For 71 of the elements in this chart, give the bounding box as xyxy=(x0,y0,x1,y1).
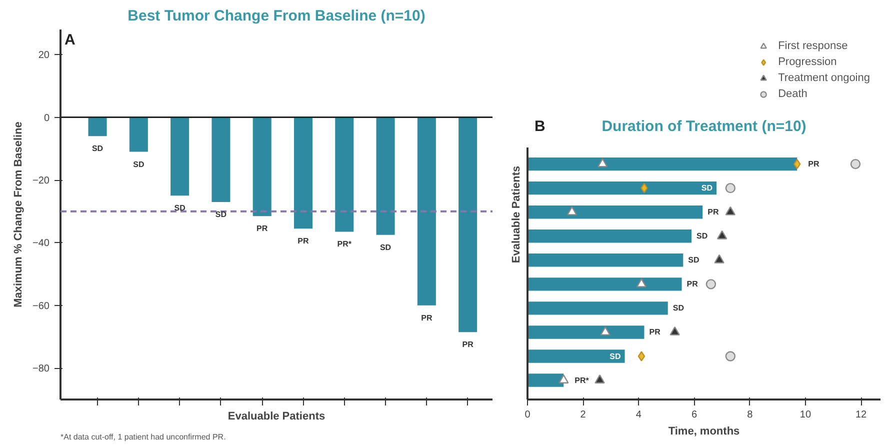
data-label: PR* xyxy=(337,240,352,249)
data-label: PR xyxy=(686,280,698,289)
bar xyxy=(528,302,668,315)
data-label: PR xyxy=(808,160,820,169)
bar xyxy=(528,254,684,267)
chart-title: Duration of Treatment (n=10) xyxy=(602,118,806,136)
text: *At data cut-off, 1 patient had unconfirmed PR. xyxy=(60,432,226,442)
point xyxy=(725,351,736,362)
x-axis-title: Evaluable Patients xyxy=(228,410,326,422)
data-label: SD xyxy=(133,160,144,169)
annotation: A xyxy=(64,32,76,48)
point xyxy=(600,326,610,336)
data-label: PR xyxy=(708,208,719,217)
legend-label: Progression xyxy=(778,56,837,68)
legend-label: Treatment ongoing xyxy=(778,72,870,84)
point xyxy=(597,158,608,168)
bar xyxy=(528,230,692,243)
bar xyxy=(528,326,644,339)
point xyxy=(670,326,680,336)
x-tick-label: 0 xyxy=(524,410,531,420)
x-tick-label: 12 xyxy=(855,410,868,420)
x-axis-title: Time, months xyxy=(668,426,740,438)
data-label: PR xyxy=(256,224,268,234)
chart-title: Best Tumor Change From Baseline (n=10) xyxy=(128,8,426,24)
point xyxy=(636,278,647,288)
data-label: SD xyxy=(174,204,186,213)
bar xyxy=(528,374,564,387)
point xyxy=(558,374,569,384)
data-label: SD xyxy=(672,304,684,313)
bar xyxy=(528,350,625,363)
bar xyxy=(528,181,717,195)
point xyxy=(850,158,861,170)
text: B xyxy=(534,118,546,136)
point xyxy=(594,374,605,384)
data-label: PR xyxy=(462,340,474,350)
bar xyxy=(528,278,682,291)
data-label: SD xyxy=(701,184,713,193)
point xyxy=(714,254,724,264)
point xyxy=(566,206,578,216)
y-tick-label: −60 xyxy=(32,300,50,312)
data-label: PR xyxy=(649,328,661,337)
point xyxy=(706,279,716,290)
legend-label: Death xyxy=(778,88,808,100)
y-tick-label: −20 xyxy=(32,176,50,187)
y-tick-label: −40 xyxy=(32,238,50,250)
data-label: SD xyxy=(696,232,708,241)
point xyxy=(725,206,736,216)
data-label: SD xyxy=(215,210,227,219)
point xyxy=(638,351,646,362)
x-tick-label: 10 xyxy=(800,410,812,420)
y-tick-label: 20 xyxy=(38,50,50,62)
y-axis-title: Evaluable Patients xyxy=(510,166,522,264)
x-tick-label: 6 xyxy=(691,410,698,420)
data-label: PR xyxy=(421,313,432,322)
data-label: SD xyxy=(92,144,104,154)
data-label: SD xyxy=(610,352,622,361)
y-tick-label: −80 xyxy=(32,364,50,375)
point xyxy=(716,230,728,240)
data-label: SD xyxy=(380,242,392,252)
point xyxy=(725,182,736,194)
bar xyxy=(528,205,703,219)
data-label: PR xyxy=(298,236,310,246)
y-tick-label: 0 xyxy=(44,112,50,124)
x-tick-label: 4 xyxy=(636,410,642,420)
data-label: SD xyxy=(688,256,700,265)
x-tick-label: 2 xyxy=(580,410,586,420)
legend-label: First response xyxy=(778,40,848,52)
bar xyxy=(528,157,798,171)
x-tick-label: 8 xyxy=(747,410,754,420)
data-label: PR* xyxy=(574,376,590,385)
y-axis-title: Maximum % Change From Baseline xyxy=(12,122,25,308)
